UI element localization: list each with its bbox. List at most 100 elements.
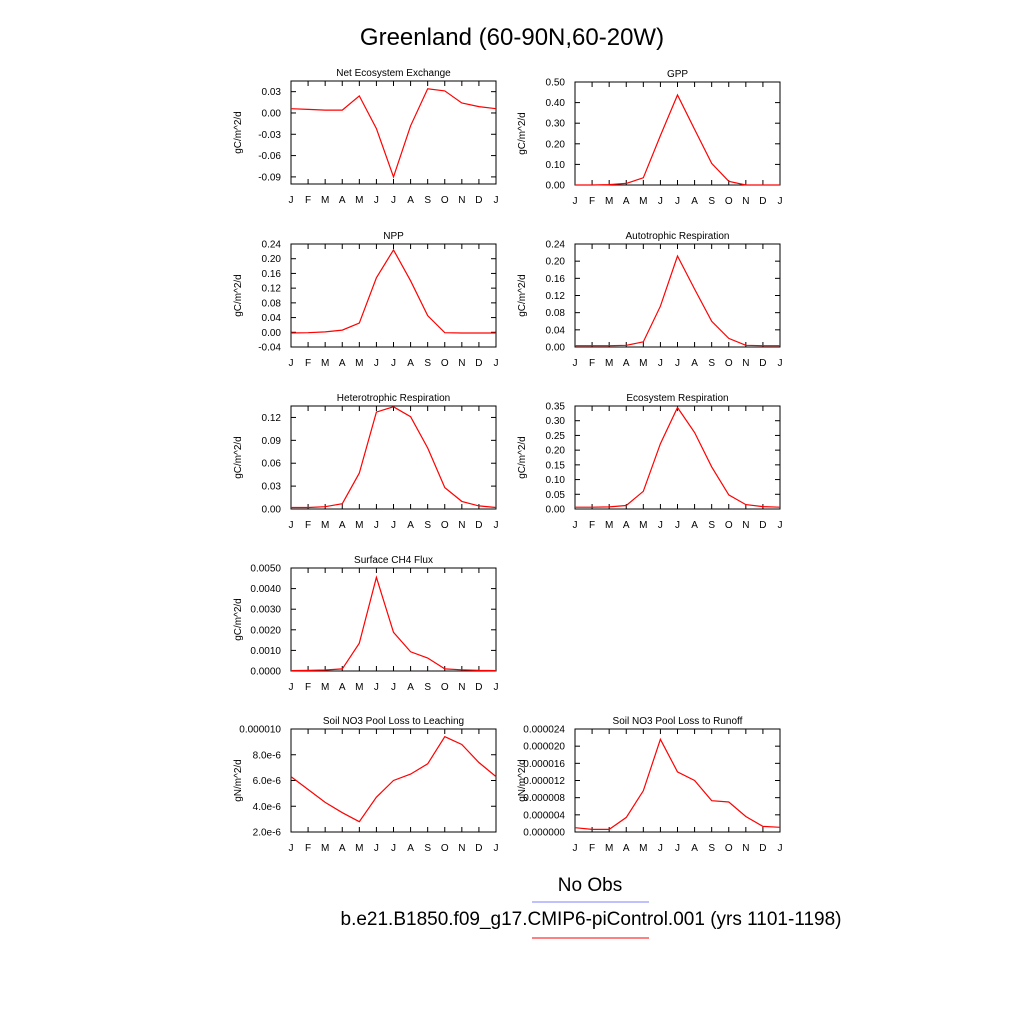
y-tick-label: 0.16 [262, 269, 282, 280]
series-line [574, 737, 781, 831]
x-tick-label: J [658, 520, 663, 531]
x-tick-label: D [475, 682, 482, 693]
y-tick-label: 0.08 [262, 298, 282, 309]
x-tick-label: D [475, 520, 482, 531]
x-tick-label: D [475, 843, 482, 854]
x-tick-label: J [778, 520, 783, 531]
x-tick-label: J [391, 520, 396, 531]
x-tick-label: D [759, 196, 766, 207]
x-tick-label: A [339, 195, 346, 206]
x-tick-label: J [391, 682, 396, 693]
x-tick-label: A [623, 196, 630, 207]
y-tick-label: 0.12 [546, 291, 566, 302]
x-tick-label: N [458, 682, 465, 693]
plot-frame [574, 728, 781, 833]
x-tick-label: M [639, 196, 647, 207]
y-tick-label: 0.04 [262, 313, 282, 324]
x-tick-label: O [725, 196, 733, 207]
panel-title: Soil NO3 Pool Loss to Leaching [323, 716, 464, 727]
y-tick-label: 0.10 [546, 160, 566, 171]
x-tick-label: O [441, 358, 449, 369]
x-tick-label: M [605, 196, 613, 207]
y-tick-label: 0.00 [546, 505, 566, 516]
x-tick-label: A [407, 520, 414, 531]
x-tick-label: M [355, 843, 363, 854]
x-tick-label: A [339, 358, 346, 369]
y-tick-label: 0.000004 [523, 810, 565, 821]
x-tick-label: F [305, 195, 311, 206]
x-tick-label: D [475, 195, 482, 206]
y-tick-label: 0.24 [546, 240, 566, 251]
x-tick-label: J [374, 682, 379, 693]
y-axis-label: gC/m^2/d [233, 111, 244, 154]
x-tick-label: A [623, 843, 630, 854]
panel-title: Soil NO3 Pool Loss to Runoff [613, 716, 743, 727]
plot-frame [574, 243, 781, 348]
x-tick-label: N [458, 843, 465, 854]
y-tick-label: 0.40 [546, 98, 566, 109]
x-tick-label: D [759, 843, 766, 854]
x-tick-label: F [589, 196, 595, 207]
x-tick-label: J [289, 520, 294, 531]
y-axis-label: gC/m^2/d [233, 274, 244, 317]
y-tick-label: 0.08 [546, 308, 566, 319]
y-axis-label: gC/m^2/d [233, 436, 244, 479]
x-tick-label: J [675, 843, 680, 854]
y-tick-label: 0.12 [262, 413, 282, 424]
y-tick-label: 0.04 [546, 325, 566, 336]
y-tick-label: 0.50 [546, 78, 566, 89]
x-tick-label: O [441, 520, 449, 531]
x-tick-label: F [589, 358, 595, 369]
y-tick-label: -0.06 [258, 151, 281, 162]
x-tick-label: S [424, 520, 431, 531]
y-tick-label: 0.000020 [523, 742, 565, 753]
panel-title: Ecosystem Respiration [626, 393, 728, 404]
y-tick-label: 4.0e-6 [253, 802, 282, 813]
x-tick-label: M [639, 520, 647, 531]
x-tick-label: J [573, 520, 578, 531]
x-tick-label: A [623, 358, 630, 369]
x-tick-label: O [441, 682, 449, 693]
y-tick-label: 0.10 [546, 475, 566, 486]
y-tick-label: 0.0010 [250, 646, 281, 657]
y-tick-label: 0.00 [546, 181, 566, 192]
x-tick-label: F [305, 358, 311, 369]
x-tick-label: M [605, 520, 613, 531]
panel-title: Autotrophic Respiration [626, 231, 730, 242]
x-tick-label: D [759, 520, 766, 531]
y-tick-label: 0.30 [546, 416, 566, 427]
y-tick-label: 0.0030 [250, 605, 281, 616]
x-tick-label: J [494, 682, 499, 693]
panel-title: Heterotrophic Respiration [337, 393, 450, 404]
series-line [290, 248, 496, 334]
legend: No Obs b.e21.B1850.f09_g17.CMIP6-piContr… [341, 875, 842, 939]
y-tick-label: 0.00 [262, 328, 282, 339]
x-tick-label: J [289, 358, 294, 369]
y-tick-label: 0.20 [546, 446, 566, 457]
x-tick-label: J [573, 358, 578, 369]
x-tick-label: J [289, 843, 294, 854]
x-tick-label: N [742, 196, 749, 207]
x-tick-label: M [321, 682, 329, 693]
y-tick-label: 0.06 [262, 459, 282, 470]
x-tick-label: J [658, 196, 663, 207]
y-tick-label: 0.15 [546, 460, 566, 471]
series-line [575, 93, 780, 186]
x-tick-label: O [441, 195, 449, 206]
x-tick-label: S [708, 196, 715, 207]
x-tick-label: J [289, 682, 294, 693]
x-tick-label: A [407, 195, 414, 206]
x-tick-label: J [391, 358, 396, 369]
plot-frame [574, 405, 781, 510]
x-tick-label: F [589, 843, 595, 854]
y-tick-label: 6.0e-6 [253, 776, 282, 787]
y-axis-label: gC/m^2/d [233, 598, 244, 641]
x-tick-label: A [691, 843, 698, 854]
y-tick-label: 0.25 [546, 431, 566, 442]
x-tick-label: S [708, 520, 715, 531]
